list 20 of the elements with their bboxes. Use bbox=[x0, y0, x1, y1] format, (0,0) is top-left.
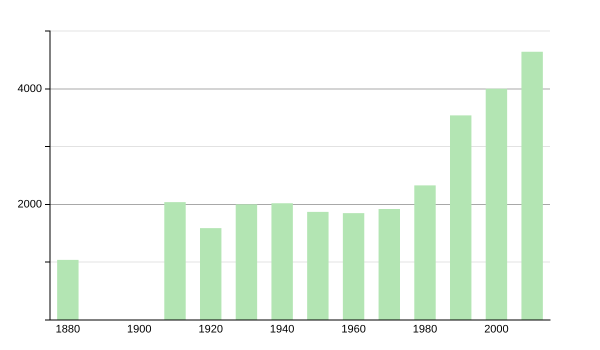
bar bbox=[57, 260, 79, 320]
bar bbox=[236, 204, 258, 320]
bar bbox=[414, 185, 436, 320]
x-tick-label: 1920 bbox=[198, 324, 223, 336]
bar bbox=[378, 209, 400, 320]
x-tick-label: 1900 bbox=[127, 324, 152, 336]
bar bbox=[486, 88, 508, 320]
y-tick-label: 4000 bbox=[18, 82, 42, 95]
x-tick-label: 1940 bbox=[270, 324, 294, 336]
bar bbox=[200, 228, 222, 320]
bar bbox=[450, 115, 472, 320]
x-tick-label: 1880 bbox=[56, 324, 80, 336]
bar bbox=[521, 52, 543, 320]
x-tick-label: 1980 bbox=[412, 324, 438, 336]
x-tick-label: 1960 bbox=[341, 324, 366, 336]
bar bbox=[307, 212, 329, 320]
x-tick-label: 2000 bbox=[484, 324, 509, 336]
bar bbox=[164, 202, 186, 320]
bar bbox=[342, 213, 364, 320]
bar bbox=[271, 203, 293, 320]
